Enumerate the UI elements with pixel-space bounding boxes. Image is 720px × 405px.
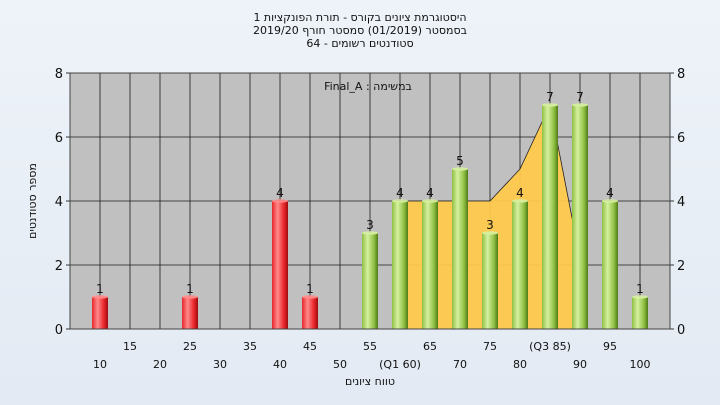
bar-x-100: [632, 297, 648, 329]
bar-value-label-x-55: 3: [366, 218, 374, 232]
bar-value-label-x-80: 4: [516, 186, 524, 200]
x-axis-title: טווח ציונים: [345, 375, 395, 388]
y-tick-label-right: 8: [677, 67, 685, 82]
x-tick-label-55: 55: [363, 340, 377, 353]
bar-x-80: [512, 201, 528, 329]
bar-top-x-60: [392, 199, 408, 203]
bar-top-x-45: [302, 295, 318, 299]
x-tick-label-65: 65: [423, 340, 437, 353]
bar-top-x-95: [602, 199, 618, 203]
bar-value-label-x-90: 7: [576, 90, 584, 104]
x-tick-label-80: 80: [513, 358, 527, 371]
quartile-area: [400, 105, 580, 329]
chart-title-line-2: בסמסטר (01/2019) סמסטר חורף 2019/20: [253, 24, 467, 37]
plot-border: [69, 72, 671, 330]
bar-top-x-70: [452, 167, 468, 171]
x-tick-label-95: 95: [603, 340, 617, 353]
bar-value-label-x-85: 7: [546, 90, 554, 104]
y-tick-label-left: 4: [55, 195, 63, 210]
bar-x-95: [602, 201, 618, 329]
bar-x-10: [92, 297, 108, 329]
y-axis-title: מספר סטודנטים: [26, 163, 39, 239]
bar-x-45: [302, 297, 318, 329]
x-tick-label-60: (Q1 60): [379, 358, 421, 371]
bar-value-label-x-95: 4: [606, 186, 614, 200]
x-tick-label-20: 20: [153, 358, 167, 371]
chart-title-line-3: סטודנטים רשומים - 64: [306, 37, 414, 50]
x-tick-label-45: 45: [303, 340, 317, 353]
bar-x-55: [362, 233, 378, 329]
x-tick-label-15: 15: [123, 340, 137, 353]
bar-value-label-x-65: 4: [426, 186, 434, 200]
x-tick-label-50: 50: [333, 358, 347, 371]
bar-x-25: [182, 297, 198, 329]
bar-x-90: [572, 105, 588, 329]
chart-annotation: במשימה : Final_A: [324, 80, 412, 93]
bar-top-x-40: [272, 199, 288, 203]
bar-x-65: [422, 201, 438, 329]
y-tick-label-right: 6: [677, 131, 685, 146]
bar-x-75: [482, 233, 498, 329]
x-tick-label-40: 40: [273, 358, 287, 371]
bar-value-label-x-10: 1: [96, 282, 104, 296]
bar-value-label-x-70: 5: [456, 154, 464, 168]
x-tick-label-25: 25: [183, 340, 197, 353]
bar-top-x-10: [92, 295, 108, 299]
x-tick-label-75: 75: [483, 340, 497, 353]
y-tick-label-left: 2: [55, 259, 63, 274]
bar-top-x-100: [632, 295, 648, 299]
bar-value-label-x-100: 1: [636, 282, 644, 296]
x-tick-label-35: 35: [243, 340, 257, 353]
bar-top-x-25: [182, 295, 198, 299]
x-tick-label-30: 30: [213, 358, 227, 371]
x-tick-label-85: (Q3 85): [529, 340, 571, 353]
y-tick-label-right: 2: [677, 259, 685, 274]
bar-x-60: [392, 201, 408, 329]
bar-top-x-55: [362, 231, 378, 235]
x-tick-label-90: 90: [573, 358, 587, 371]
bar-value-label-x-75: 3: [486, 218, 494, 232]
x-tick-label-10: 10: [93, 358, 107, 371]
bar-x-40: [272, 201, 288, 329]
bar-value-label-x-60: 4: [396, 186, 404, 200]
bar-top-x-80: [512, 199, 528, 203]
x-tick-label-100: 100: [630, 358, 651, 371]
bar-top-x-90: [572, 103, 588, 107]
bar-x-85: [542, 105, 558, 329]
chart-title-line-1: היסטוגרמת ציונים בקורס - תורת הפונקציות …: [253, 11, 467, 24]
y-tick-label-left: 8: [55, 67, 63, 82]
y-tick-label-right: 4: [677, 195, 685, 210]
y-tick-label-left: 0: [55, 323, 63, 338]
y-tick-label-right: 0: [677, 323, 685, 338]
bar-value-label-x-45: 1: [306, 282, 314, 296]
y-tick-label-left: 6: [55, 131, 63, 146]
bar-top-x-85: [542, 103, 558, 107]
bar-top-x-75: [482, 231, 498, 235]
bar-top-x-65: [422, 199, 438, 203]
bar-x-70: [452, 169, 468, 329]
bar-value-label-x-25: 1: [186, 282, 194, 296]
bar-value-label-x-40: 4: [276, 186, 284, 200]
x-tick-label-70: 70: [453, 358, 467, 371]
